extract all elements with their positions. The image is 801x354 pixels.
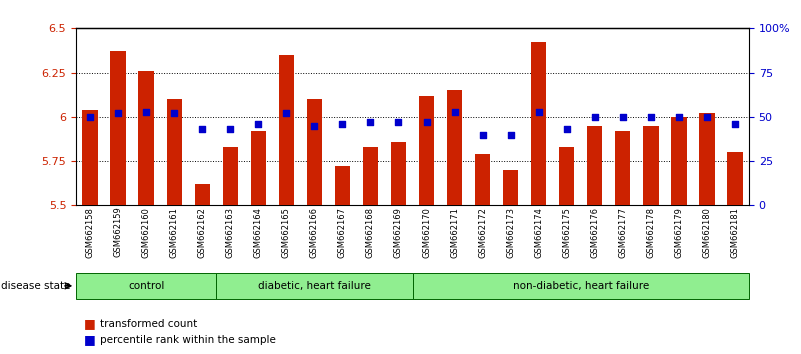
Text: ■: ■	[84, 333, 96, 346]
Point	[561, 126, 574, 132]
Point	[421, 119, 433, 125]
Point	[700, 114, 713, 120]
Bar	[503, 170, 518, 205]
Bar	[83, 110, 98, 205]
Point	[224, 126, 237, 132]
Bar	[223, 147, 238, 205]
Bar	[216, 273, 413, 299]
Point	[84, 114, 96, 120]
Bar	[587, 126, 602, 205]
Bar	[195, 184, 210, 205]
Text: diabetic, heart failure: diabetic, heart failure	[258, 281, 371, 291]
Point	[532, 109, 545, 114]
Point	[308, 123, 320, 129]
Bar	[307, 99, 322, 205]
Point	[392, 119, 405, 125]
Bar	[727, 152, 743, 205]
Text: percentile rank within the sample: percentile rank within the sample	[100, 335, 276, 345]
Bar	[279, 55, 294, 205]
Point	[449, 109, 461, 114]
Bar	[475, 154, 490, 205]
Bar	[643, 126, 658, 205]
Point	[111, 110, 125, 116]
Bar	[363, 147, 378, 205]
Point	[168, 110, 181, 116]
Bar	[335, 166, 350, 205]
Bar	[531, 42, 546, 205]
Text: transformed count: transformed count	[100, 319, 197, 329]
Point	[139, 109, 152, 114]
Bar	[413, 273, 749, 299]
Point	[280, 110, 293, 116]
Bar	[447, 90, 462, 205]
Text: ■: ■	[84, 318, 96, 330]
Bar	[699, 113, 714, 205]
Point	[505, 132, 517, 137]
Text: disease state: disease state	[1, 281, 70, 291]
Bar	[139, 71, 154, 205]
Bar	[559, 147, 574, 205]
Bar	[76, 273, 216, 299]
Point	[616, 114, 629, 120]
Point	[672, 114, 685, 120]
Text: control: control	[128, 281, 164, 291]
Point	[364, 119, 377, 125]
Bar	[167, 99, 182, 205]
Bar	[419, 96, 434, 205]
Point	[728, 121, 741, 127]
Text: non-diabetic, heart failure: non-diabetic, heart failure	[513, 281, 649, 291]
Point	[588, 114, 601, 120]
Point	[252, 121, 264, 127]
Point	[195, 126, 208, 132]
Bar	[251, 131, 266, 205]
Bar	[671, 117, 686, 205]
Bar	[615, 131, 630, 205]
Bar	[111, 51, 126, 205]
Point	[336, 121, 349, 127]
Bar	[391, 142, 406, 205]
Point	[476, 132, 489, 137]
Point	[644, 114, 657, 120]
